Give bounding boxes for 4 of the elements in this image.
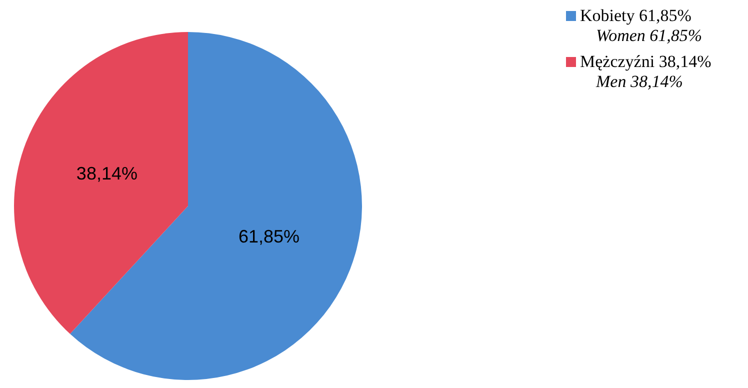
data-label: 61,85% [238, 226, 300, 247]
data-label: 38,14% [76, 163, 138, 184]
legend-label: Mężczyźni 38,14% Men 38,14% [579, 52, 712, 92]
legend-label: Kobiety 61,85% Women 61,85% [579, 6, 704, 46]
